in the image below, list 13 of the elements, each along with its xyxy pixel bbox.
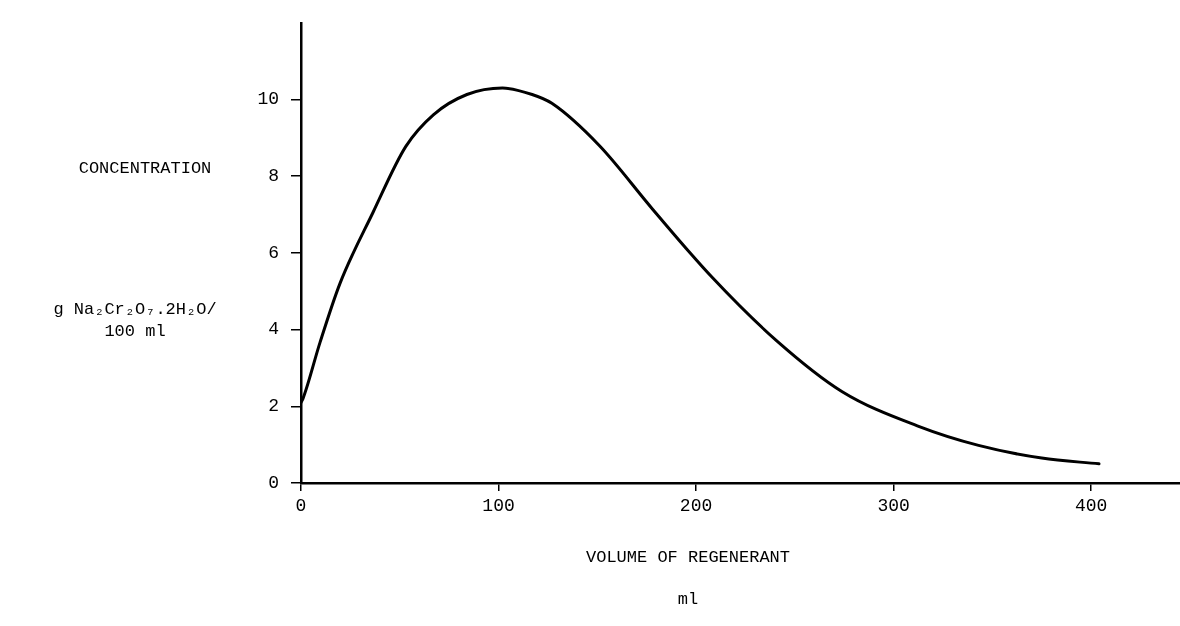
- y-tick-label: 8: [268, 165, 279, 186]
- x-tick-label: 300: [877, 495, 910, 516]
- y-tick-label: 4: [268, 319, 279, 340]
- y-tick-label: 6: [268, 242, 279, 263]
- y-tick-label: 0: [268, 472, 279, 493]
- x-tick-label: 0: [295, 495, 307, 516]
- text: CONCENTRATION g Na₂Cr₂O₇.2H₂O/ 100 ml: [53, 158, 217, 341]
- y-tick-label: 10: [257, 89, 279, 110]
- text: VOLUME OF REGENERANT ml: [585, 547, 791, 609]
- x-tick-label: 100: [482, 495, 515, 516]
- x-tick-label: 400: [1074, 495, 1108, 516]
- y-tick-label: 2: [268, 396, 279, 417]
- x-tick-label: 200: [679, 495, 713, 516]
